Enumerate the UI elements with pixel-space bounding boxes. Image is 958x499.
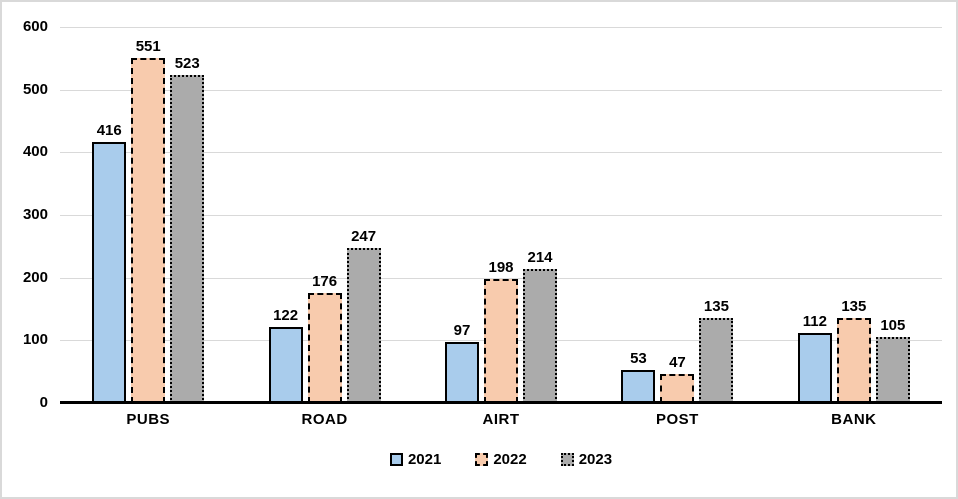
legend-label-2022: 2022	[493, 451, 527, 468]
bar-value-label: 105	[880, 317, 906, 335]
bar-2021-post: 53	[621, 350, 656, 403]
legend-swatch-2023	[560, 453, 574, 466]
bar-2023-post: 135	[699, 298, 734, 403]
bar-value-label: 112	[802, 312, 827, 330]
x-axis-label-post: POST	[656, 411, 699, 428]
bar-2023-airt: 214	[523, 249, 558, 403]
y-tick-label-0: 0	[39, 394, 48, 411]
bar-2021-bank: 112	[797, 313, 832, 403]
bar-2022-road: 176	[307, 273, 342, 403]
x-axis-label-road: ROAD	[301, 411, 348, 428]
bar-group-post: 53 47 135	[589, 27, 765, 403]
legend-item-2023: 2023	[560, 451, 613, 468]
legend-swatch-2021	[389, 453, 403, 466]
bar-2022-bank: 135	[836, 298, 871, 403]
plot-area: 416 551 523 122 176 247 97 198 214 53 47 135 112 135 1…	[60, 27, 942, 404]
bar-2023-bank: 105	[875, 317, 910, 403]
gridline-300	[60, 215, 942, 216]
bar-value-label: 97	[453, 322, 471, 340]
legend-label-2023: 2023	[578, 451, 613, 468]
bar-2022-airt: 198	[484, 259, 519, 403]
legend-item-2022: 2022	[475, 451, 527, 468]
x-axis-label-pubs: PUBS	[126, 411, 171, 428]
x-axis-line	[60, 401, 942, 404]
bar-2022-post: 47	[660, 354, 695, 403]
bar-value-label: 523	[174, 55, 200, 73]
legend-label-2021: 2021	[407, 451, 442, 468]
bar-2022-pubs: 551	[131, 38, 166, 403]
bar-value-label: 214	[527, 248, 553, 266]
gridline-500	[60, 89, 942, 91]
x-axis-label-airt: AIRT	[482, 411, 520, 428]
bar-2023-pubs: 523	[170, 55, 205, 403]
gridline-200	[60, 277, 942, 279]
legend: 2021 2022 2023	[60, 451, 942, 468]
bar-value-label: 176	[312, 272, 338, 290]
y-tick-label-600: 600	[22, 18, 48, 35]
bar-group-pubs: 416 551 523	[60, 27, 236, 403]
bar-value-label: 135	[841, 298, 867, 316]
y-tick-label-300: 300	[22, 206, 48, 223]
bar-value-label: 416	[96, 122, 122, 140]
y-tick-label-400: 400	[22, 143, 48, 161]
gridline-400	[60, 152, 942, 154]
bars-container: 416 551 523 122 176 247 97 198 214 53 47 135 112 135 1…	[60, 27, 942, 403]
gridline-600	[60, 27, 942, 28]
bar-2021-road: 122	[268, 307, 303, 403]
bar-group-road: 122 176 247	[236, 27, 412, 403]
bar-value-label: 551	[135, 37, 161, 55]
y-tick-label-500: 500	[22, 80, 48, 98]
bar-2021-pubs: 416	[92, 122, 127, 403]
bar-value-label: 53	[630, 349, 647, 367]
bar-group-airt: 97 198 214	[413, 27, 589, 403]
bar-value-label: 47	[669, 353, 686, 371]
x-axis-labels: PUBS ROAD AIRT POST BANK	[60, 411, 942, 428]
bar-2021-airt: 97	[445, 322, 480, 403]
bar-group-bank: 112 135 105	[766, 27, 942, 403]
y-tick-label-100: 100	[22, 331, 48, 349]
bar-value-label: 135	[703, 298, 729, 316]
y-tick-label-200: 200	[22, 268, 48, 286]
bar-value-label: 122	[273, 306, 299, 324]
bar-value-label: 247	[351, 228, 377, 246]
legend-item-2021: 2021	[389, 451, 442, 468]
legend-swatch-2022	[475, 453, 489, 466]
bar-value-label: 198	[488, 258, 514, 276]
x-axis-label-bank: BANK	[831, 411, 877, 428]
bar-2023-road: 247	[346, 228, 381, 403]
